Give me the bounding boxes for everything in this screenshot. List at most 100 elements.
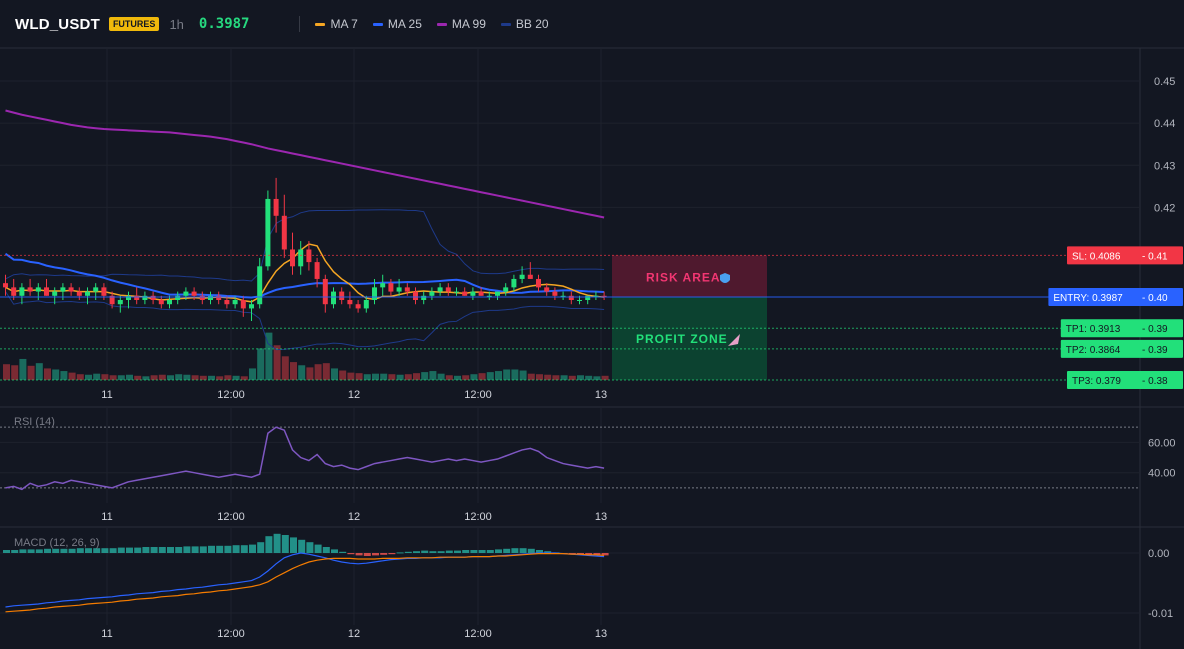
volume-bar [150,375,158,380]
macd-histogram-bar [27,549,35,553]
volume-bar [117,375,125,380]
candle-body [462,291,468,296]
volume-bar [265,332,273,380]
candle-body [363,300,369,309]
candle-body [117,300,123,305]
macd-histogram-bar [19,549,27,553]
macd-signal-line [5,553,605,613]
candle-body [150,295,156,300]
macd-histogram-bar [396,552,404,554]
volume-bar [355,373,363,380]
volume-bar [126,374,133,380]
legend-ma7[interactable]: MA 7 [315,17,358,31]
candle-body [281,215,287,250]
macd-histogram-bar [429,551,437,553]
risk-area-zone [612,255,767,298]
candle-body [93,287,99,292]
level-axis-sl: - 0.41 [1142,251,1168,262]
volume-bar [462,375,470,380]
level-badge-tp1 [1060,319,1183,338]
legend-ma99[interactable]: MA 99 [436,17,486,31]
volume-bar [101,374,109,380]
volume-bar [35,363,43,380]
volume-bar [52,369,60,380]
time-tick-label: 12:00 [217,389,245,401]
candle-body [314,262,320,279]
level-axis-tp1: - 0.39 [1142,324,1168,335]
volume-bar [273,345,281,380]
volume-bar [314,364,322,380]
volume-bar [183,374,191,380]
candle-body [11,287,17,296]
legend-bb20[interactable]: BB 20 [500,17,549,31]
rsi-tick-label: 40.00 [1148,468,1176,480]
macd-histogram-bar [257,542,265,553]
candle-body [577,300,582,301]
macd-histogram-bar [519,548,527,553]
volume-bar [199,375,207,380]
candle-body [265,198,271,267]
time-tick-label: 13 [595,628,607,640]
level-badge-sl [1067,246,1183,265]
volume-bar [44,368,51,380]
macd-histogram-bar [281,535,289,553]
macd-histogram-bar [142,547,150,553]
macd-histogram-bar [273,533,281,553]
time-tick-label: 11 [101,389,112,401]
level-badge-entry [1048,288,1183,307]
legend-ma25[interactable]: MA 25 [372,17,422,31]
macd-histogram-bar [35,549,43,553]
volume-bar [281,356,289,380]
ma99-line [5,109,605,219]
level-label-tp3: TP3: 0.379 [1072,376,1121,387]
candle-body [454,291,459,293]
macd-histogram-bar [478,550,486,553]
volume-bar [347,372,355,380]
candle-body [35,287,41,292]
candle-body [511,278,517,288]
rsi-title: RSI (14) [14,416,55,428]
volume-bar [363,374,371,380]
timeframe-label[interactable]: 1h [169,16,184,32]
candle-body [486,295,492,297]
level-axis-tp2: - 0.39 [1142,345,1168,356]
candle-body [478,291,484,296]
symbol-title[interactable]: WLD_USDT [15,15,100,33]
volume-bar [3,364,10,380]
macd-histogram-bar [454,550,461,553]
candle-body [27,287,33,292]
volume-bar [109,375,117,380]
macd-histogram-bar [52,548,60,553]
time-tick-label: 13 [595,511,607,523]
macd-histogram-bar [298,539,306,553]
candle-body [290,249,295,267]
macd-histogram-bar [495,549,502,553]
futures-badge: FUTURES [108,17,160,31]
volume-bar [93,373,101,380]
macd-histogram-bar [322,547,330,553]
volume-bar [454,375,461,380]
candle-body [429,291,435,296]
candle-body [134,295,140,300]
candle-body [585,295,591,300]
candle-body [413,291,418,300]
macd-histogram-bar [11,550,19,553]
macd-histogram-bar [421,550,429,553]
candle-body [101,287,107,296]
candle-body [175,295,181,300]
volume-bar [191,375,199,380]
volume-bar [158,374,166,380]
volume-bar [134,375,142,380]
volume-bar [495,371,502,380]
candle-body [404,287,410,292]
macd-histogram-bar [306,542,314,553]
volume-bar [11,365,19,380]
macd-histogram-bar [150,547,158,553]
candle-body [199,295,205,300]
macd-histogram-bar [224,545,232,553]
candle-body [347,300,353,305]
volume-bar [413,373,420,380]
candle-body [126,295,131,300]
volume-bar [445,375,453,380]
